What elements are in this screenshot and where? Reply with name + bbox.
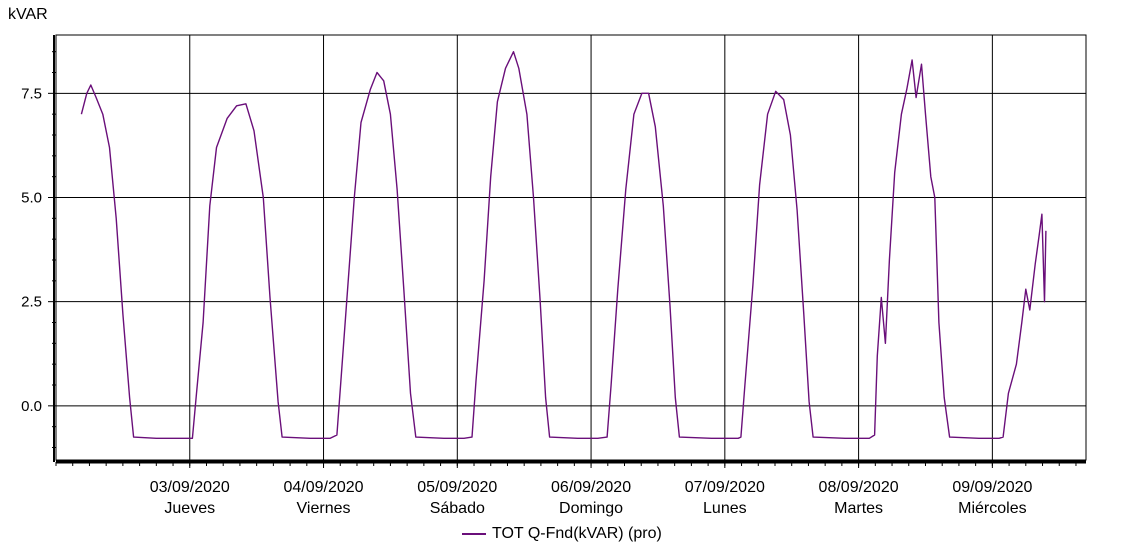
x-tick-day: Sábado (430, 500, 485, 517)
x-tick-date: 03/09/2020 (150, 479, 230, 496)
y-tick-label: 2.5 (21, 294, 42, 311)
x-tick-day: Viernes (297, 500, 351, 517)
y-axis-unit-label: kVAR (8, 6, 48, 23)
x-tick-date: 09/09/2020 (952, 479, 1032, 496)
x-tick-date: 04/09/2020 (283, 479, 363, 496)
series-line (80, 51, 1047, 439)
x-tick-day: Domingo (559, 500, 623, 517)
y-tick-label: 7.5 (21, 85, 42, 102)
x-tick-date: 06/09/2020 (551, 479, 631, 496)
x-tick-date: 07/09/2020 (685, 479, 765, 496)
x-tick-day: Martes (834, 500, 883, 517)
x-tick-date: 05/09/2020 (417, 479, 497, 496)
y-tick-label: 5.0 (21, 190, 42, 207)
legend: TOT Q-Fnd(kVAR) (pro) (462, 525, 662, 543)
y-tick-label: 0.0 (21, 398, 42, 415)
legend-swatch (462, 533, 486, 535)
plot-frame (55, 34, 1087, 461)
x-tick-day: Lunes (703, 500, 747, 517)
legend-label: TOT Q-Fnd(kVAR) (pro) (492, 525, 662, 542)
x-tick-date: 08/09/2020 (819, 479, 899, 496)
x-tick-day: Miércoles (958, 500, 1026, 517)
x-tick-day: Jueves (164, 500, 215, 517)
